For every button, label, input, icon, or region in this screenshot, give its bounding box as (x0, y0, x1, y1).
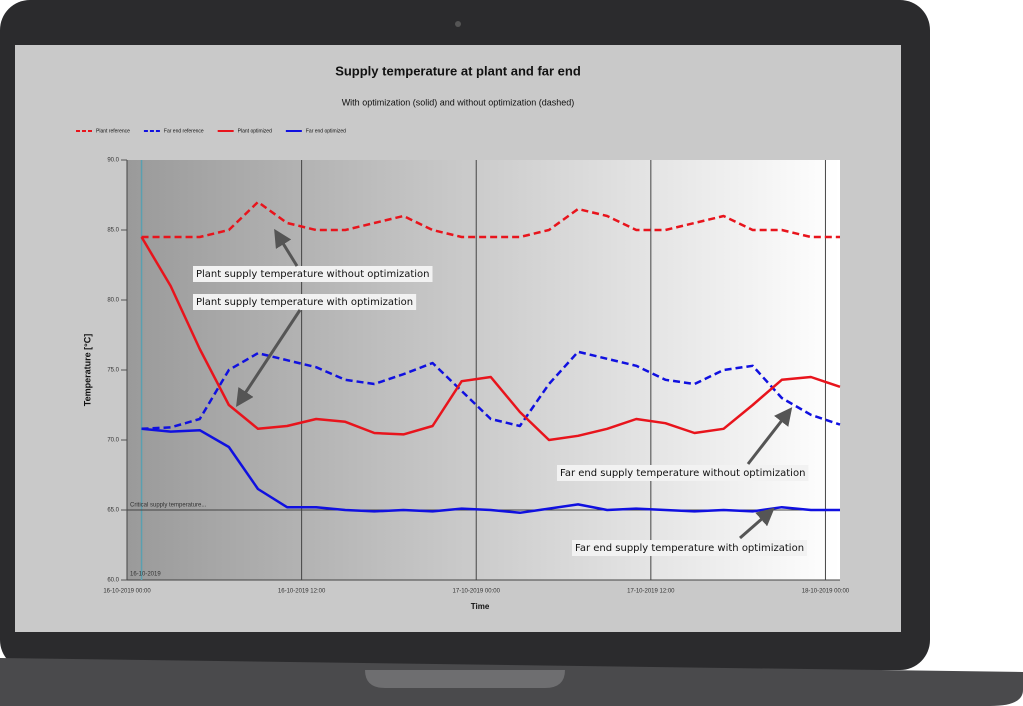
chart-subtitle: With optimization (solid) and without op… (342, 97, 575, 107)
x-tick-label: 17-10-2019 12:00 (627, 589, 675, 595)
annotation-box (572, 540, 808, 556)
x-tick-label: 16-10-2019 12:00 (278, 589, 326, 595)
chart-title: Supply temperature at plant and far end (335, 63, 581, 78)
y-tick-label: 80.0 (107, 298, 119, 304)
y-tick-label: 70.0 (107, 438, 119, 444)
arrow (739, 507, 775, 540)
camera (455, 21, 461, 27)
series-line (141, 200, 840, 239)
y-tick-label: 90.0 (107, 158, 119, 164)
annotation-box (557, 465, 809, 481)
y-tick-label: 60.0 (107, 578, 119, 584)
critical-label: Critical supply temperature... (130, 503, 207, 509)
annotation-box (193, 294, 417, 310)
x-tick-label: 16-10-2019 00:00 (103, 589, 151, 595)
legend-label: Plant optimized (238, 128, 272, 134)
series-line (141, 350, 841, 431)
annotation: Plant supply temperature without optimiz… (196, 269, 430, 280)
annotation: Plant supply temperature with optimizati… (196, 297, 413, 308)
y-tick-label: 75.0 (107, 368, 119, 374)
series-line (141, 427, 840, 515)
legend-label: Plant reference (96, 128, 130, 134)
y-tick-label: 65.0 (107, 508, 119, 514)
laptop-notch (365, 670, 565, 688)
annotation-arrows (236, 228, 793, 540)
legend-label: Far end optimized (306, 128, 346, 134)
annotation: Far end supply temperature with optimiza… (575, 543, 804, 554)
annotation: Far end supply temperature without optim… (560, 468, 805, 479)
x-tick-label: 18-10-2019 00:00 (802, 589, 850, 595)
arrow (236, 309, 302, 408)
series-line (140, 236, 841, 442)
plot-area (127, 160, 840, 580)
x-tick-label: 17-10-2019 00:00 (453, 589, 501, 595)
arrow (746, 407, 793, 465)
y-axis-label: Temperature [°C] (82, 334, 92, 406)
marker-label: 16-10-2019 (130, 572, 161, 578)
arrow (274, 228, 299, 267)
x-axis-label: Time (471, 602, 490, 611)
legend-label: Far end reference (164, 128, 204, 134)
y-tick-label: 85.0 (107, 228, 119, 234)
annotation-box (193, 266, 433, 282)
